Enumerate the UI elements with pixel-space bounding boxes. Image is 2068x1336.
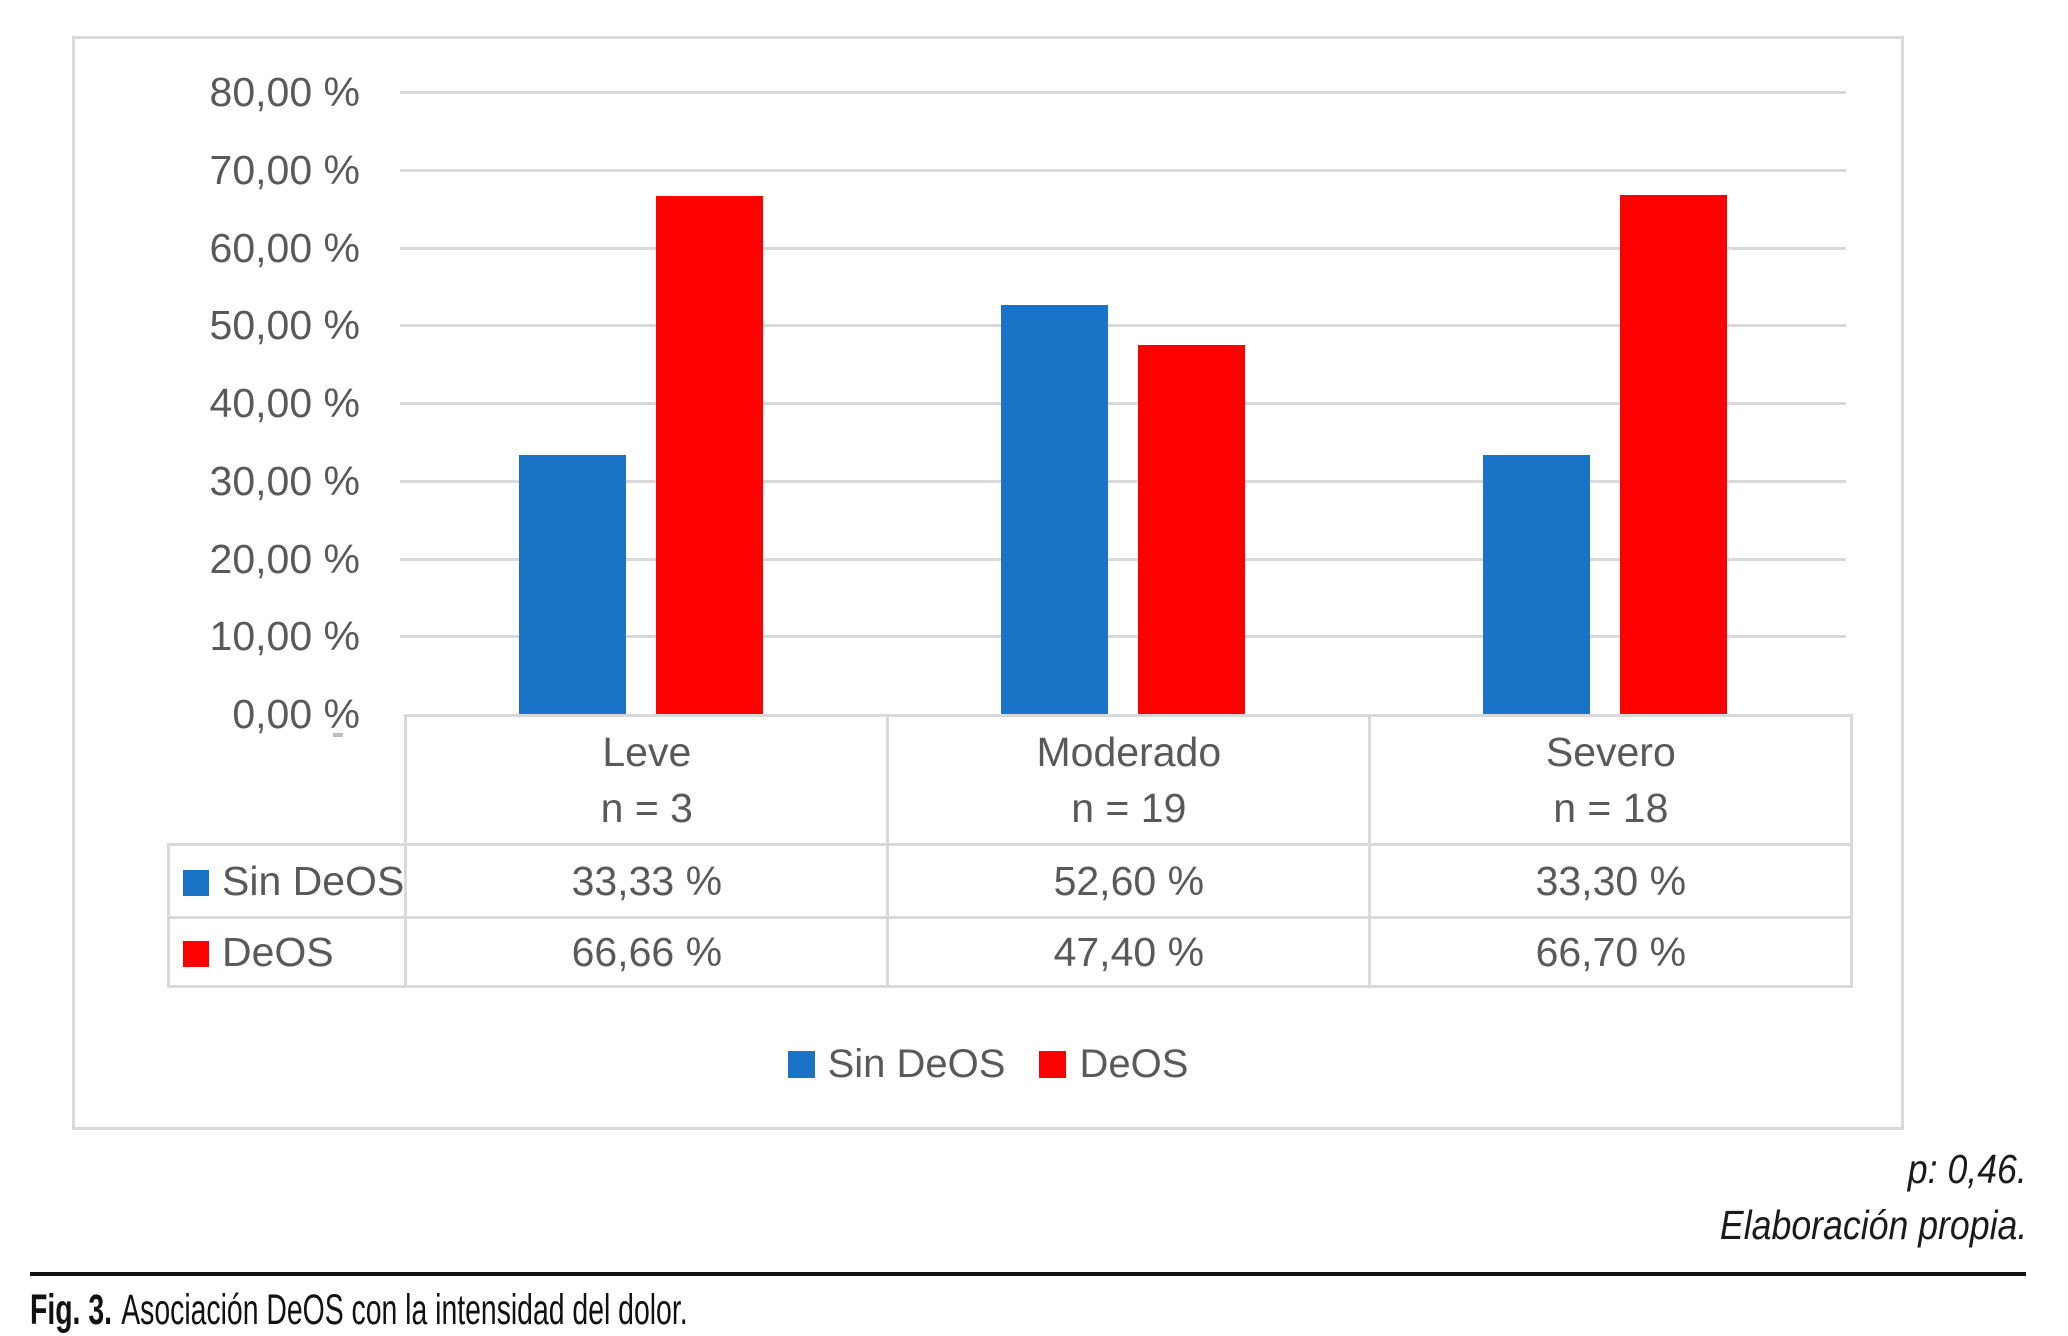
table-value-cell: 33,33 % <box>404 843 890 919</box>
gridline <box>400 246 1846 250</box>
category-n-label: n = 3 <box>600 785 693 831</box>
table-row-header-deos: DeOS <box>166 916 408 988</box>
bar-deos-moderado <box>1138 345 1245 714</box>
y-tick-label: 70,00 % <box>209 146 360 193</box>
category-slot-moderado <box>882 92 1364 714</box>
table-value-cell: 33,30 % <box>1368 843 1854 919</box>
chart-legend: Sin DeOS DeOS <box>75 1038 1901 1090</box>
bar-sin-deos-leve <box>519 454 626 714</box>
gridline <box>400 479 1846 483</box>
gridline <box>400 168 1846 172</box>
series-key-swatch <box>183 869 209 896</box>
source-note: Elaboración propia. <box>1719 1202 2027 1248</box>
table-header-severo: Severo n = 18 <box>1368 714 1854 846</box>
data-table: Leve n = 3 Moderado n = 19 Severo n = 18 Sin D… <box>166 714 1854 988</box>
y-tick-label: 0,00 % <box>232 691 360 737</box>
series-name: DeOS <box>222 928 334 975</box>
figure-label: Fig. 3. <box>30 1286 112 1334</box>
category-slot-severo <box>1364 92 1846 714</box>
category-n-label: n = 19 <box>1071 785 1187 831</box>
legend-swatch <box>787 1050 815 1078</box>
chart-container: 80,00 % 70,00 % 60,00 % 50,00 % 40,00 % 30,00… <box>72 36 1904 1130</box>
table-header-moderado: Moderado n = 19 <box>886 714 1372 846</box>
table-value-cell: 66,70 % <box>1368 916 1854 988</box>
series-key-swatch <box>183 940 209 967</box>
y-tick-label: 10,00 % <box>209 613 360 660</box>
table-value-cell: 66,66 % <box>404 916 890 988</box>
gridline <box>400 635 1846 639</box>
category-n-label: n = 18 <box>1553 785 1669 831</box>
category-label: Moderado <box>1036 729 1222 775</box>
y-tick-label: 50,00 % <box>209 302 360 349</box>
legend-label: DeOS <box>1079 1041 1189 1086</box>
gridline <box>400 91 1846 94</box>
bar-deos-severo <box>1620 195 1727 714</box>
table-header-leve: Leve n = 3 <box>404 714 890 846</box>
y-tick-label: 20,00 % <box>209 535 360 582</box>
caption-divider <box>30 1272 2026 1276</box>
axis-tick-dash <box>333 733 343 737</box>
legend-label: Sin DeOS <box>827 1041 1006 1086</box>
series-name: Sin DeOS <box>222 857 405 904</box>
y-tick-label: 60,00 % <box>209 224 360 271</box>
gridline <box>400 557 1846 561</box>
gridline <box>400 402 1846 405</box>
category-slot-leve <box>400 92 882 714</box>
figure-caption: Fig. 3. Asociación DeOS con la intensidad… <box>30 1284 688 1336</box>
y-tick-label: 30,00 % <box>209 457 360 504</box>
table-value-cell: 47,40 % <box>886 916 1372 988</box>
category-label: Leve <box>602 729 692 775</box>
legend-item-deos: DeOS <box>1039 1042 1188 1087</box>
plot-area <box>400 92 1846 714</box>
legend-item-sin-deos: Sin DeOS <box>787 1041 1006 1087</box>
legend-swatch <box>1039 1050 1067 1078</box>
bar-sin-deos-moderado <box>1001 305 1108 714</box>
p-value-note: p: 0,46. <box>1908 1146 2027 1192</box>
gridline <box>400 324 1846 328</box>
figure-caption-text: Asociación DeOS con la intensidad del do… <box>121 1286 688 1334</box>
table-row-header-sin-deos: Sin DeOS <box>166 843 408 919</box>
table-value-cell: 52,60 % <box>886 843 1372 919</box>
bar-sin-deos-severo <box>1483 455 1590 714</box>
category-label: Severo <box>1545 729 1676 775</box>
y-tick-label: 40,00 % <box>209 380 360 426</box>
y-tick-label: 80,00 % <box>209 69 360 115</box>
table-corner-cell <box>169 716 406 845</box>
bar-deos-leve <box>656 195 763 714</box>
